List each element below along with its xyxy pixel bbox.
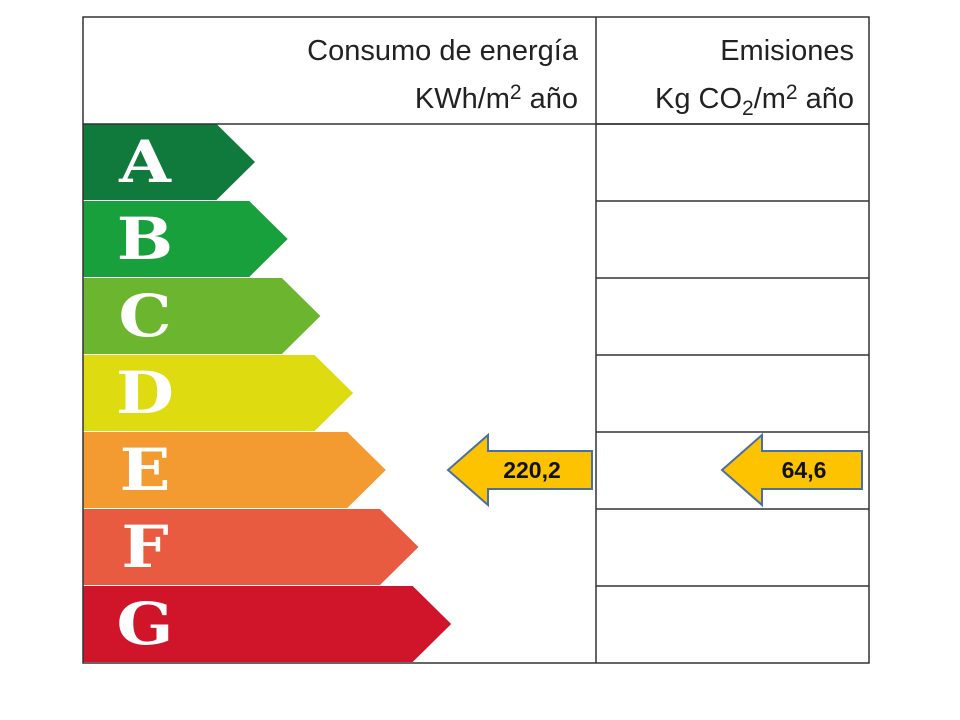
grade-bar <box>83 278 321 354</box>
grade-letter: E <box>120 435 171 504</box>
energy-unit: KWh/m2 año <box>100 72 578 120</box>
rating-value: 220,2 <box>503 457 561 483</box>
grade-bar <box>83 432 386 508</box>
unit-sub: 2 <box>742 97 754 120</box>
grade-letter: G <box>117 589 174 658</box>
unit-sup: 2 <box>785 81 798 104</box>
energy-title: Consumo de energía <box>307 35 578 67</box>
unit-text: año <box>805 83 854 115</box>
grade-letter: B <box>117 204 173 273</box>
grade-letter: A <box>118 127 172 196</box>
emissions-title: Emisiones <box>720 35 854 67</box>
emissions-unit: Kg CO2/m2 año <box>600 72 854 130</box>
emissions-header: Emisiones Kg CO2/m2 año <box>600 30 854 130</box>
rating-arrow <box>720 432 863 508</box>
grade-bar <box>83 355 354 431</box>
unit-text: /m <box>753 83 786 115</box>
grade-letter: C <box>118 281 171 350</box>
grade-bar <box>83 124 255 200</box>
unit-sup: 2 <box>509 81 522 104</box>
rating-value: 64,6 <box>782 457 827 483</box>
grade-bar <box>83 586 452 662</box>
grade-bar <box>83 509 419 585</box>
grade-bar <box>83 201 288 277</box>
grade-letter: D <box>116 358 174 427</box>
rating-arrow <box>446 432 593 508</box>
unit-text: año <box>529 83 578 115</box>
grade-letter: F <box>121 512 168 581</box>
unit-text: Kg CO <box>654 83 743 115</box>
unit-text: KWh/m <box>414 83 510 115</box>
energy-header: Consumo de energía KWh/m2 año <box>100 30 578 120</box>
table-border <box>82 16 870 664</box>
